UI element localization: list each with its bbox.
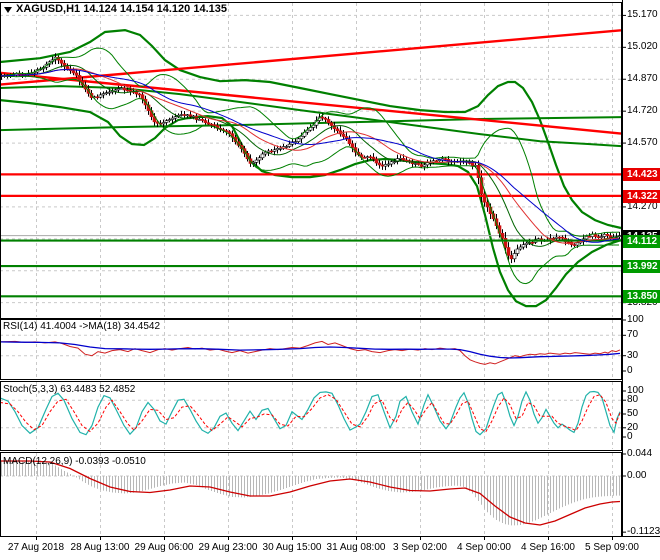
macd-tick-label: 0.044 — [627, 448, 653, 459]
price-tick-label: 15.170 — [627, 9, 658, 21]
time-tick-label: 28 Aug 13:00 — [70, 542, 130, 553]
price-tick-label: 14.270 — [627, 200, 658, 212]
macd-tick-label: 0.00 — [627, 470, 647, 481]
macd-tick-label: -0.1123 — [627, 526, 660, 538]
rsi-tick-label: 0 — [627, 365, 633, 376]
price-level-badge: 14.423 — [623, 168, 660, 182]
chart-title: XAGUSD,H1 14.124 14.154 14.120 14.135 — [16, 3, 227, 15]
stoch-tick-label: 80 — [627, 394, 639, 406]
time-tick-label: 5 Sep 09:00 — [585, 542, 639, 553]
time-tick-label: 30 Aug 15:00 — [262, 542, 322, 553]
stoch-tick-label: 20 — [627, 421, 639, 433]
price-level-badge: 14.112 — [623, 234, 660, 248]
collapse-objects-icon[interactable] — [4, 7, 12, 13]
time-tick-label: 27 Aug 2018 — [7, 542, 65, 553]
rsi-indicator-label: RSI(14) 41.4004 ->MA(18) 34.4542 — [3, 321, 161, 332]
stoch-tick-label: 0 — [627, 431, 633, 442]
time-tick-label: 31 Aug 08:00 — [326, 542, 386, 553]
stoch-tick-label: 50 — [627, 408, 639, 419]
price-level-badge: 13.992 — [623, 260, 660, 274]
price-tick-label: 14.720 — [627, 105, 658, 117]
rsi-tick-label: 70 — [627, 329, 639, 341]
rsi-tick-label: 30 — [627, 349, 639, 361]
time-tick-label: 4 Sep 00:00 — [457, 542, 511, 553]
stoch-indicator-label: Stoch(5,3,3) 63.4483 52.4852 — [3, 384, 136, 395]
rsi-tick-label: 100 — [627, 314, 644, 325]
time-tick-label: 3 Sep 02:00 — [393, 542, 447, 553]
stoch-tick-label: 100 — [627, 385, 644, 396]
price-tick-label: 14.570 — [627, 137, 658, 149]
time-tick-label: 4 Sep 16:00 — [521, 542, 575, 553]
time-tick-label: 29 Aug 06:00 — [134, 542, 194, 553]
price-tick-label: 14.870 — [627, 73, 658, 85]
macd-indicator-label: MACD(12,26,9) -0.0393 -0.0510 — [3, 456, 146, 467]
price-tick-label: 15.020 — [627, 41, 658, 53]
price-level-badge: 14.322 — [623, 189, 660, 203]
price-level-badge: 13.850 — [623, 290, 660, 304]
time-tick-label: 29 Aug 23:00 — [198, 542, 258, 553]
